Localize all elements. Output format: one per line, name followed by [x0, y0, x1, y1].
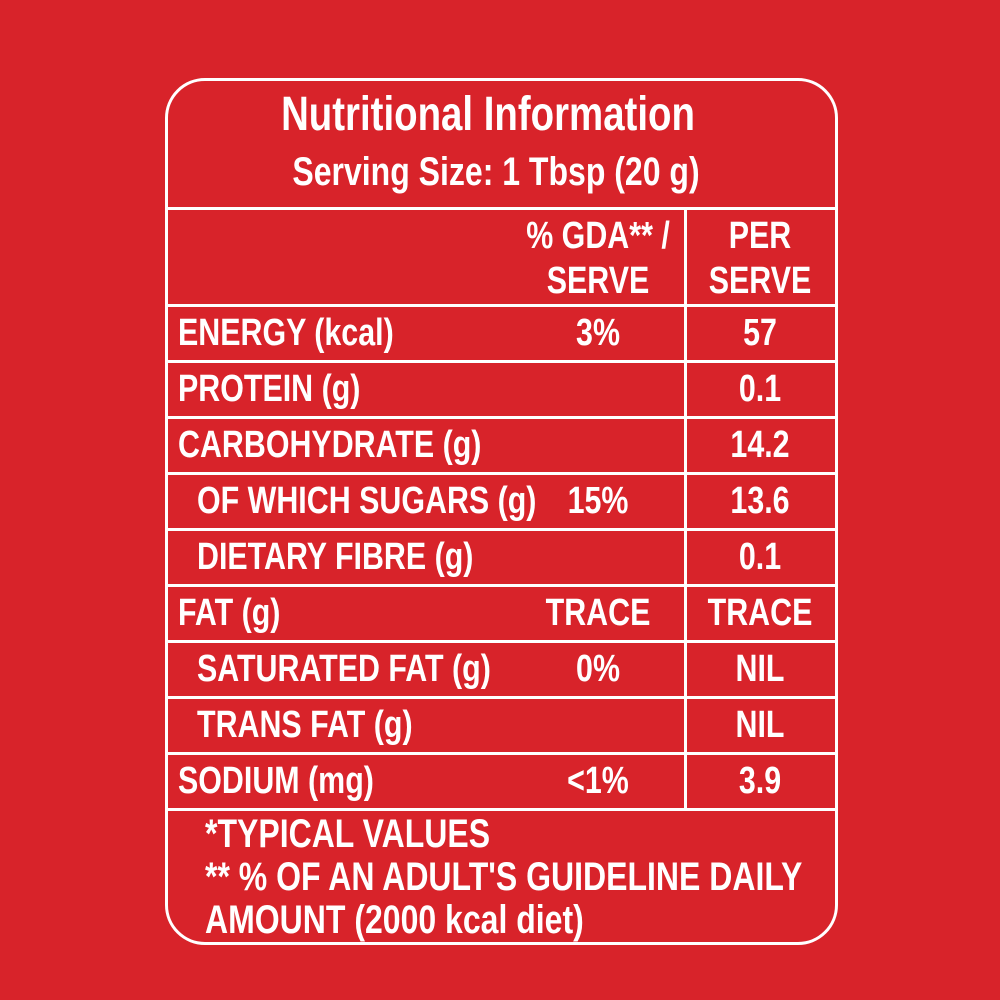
gda-value: 3%	[576, 312, 620, 355]
row-divider	[166, 696, 836, 699]
row-divider	[166, 528, 836, 531]
row-divider	[166, 304, 836, 307]
title: Nutritional Information	[281, 88, 695, 142]
footnote: *TYPICAL VALUES	[205, 812, 491, 856]
per-serve-value: 13.6	[730, 480, 790, 523]
nutrient-name: ENERGY (kcal)	[178, 312, 394, 355]
nutrient-name: SODIUM (mg)	[178, 760, 374, 803]
gda-value: <1%	[567, 760, 629, 803]
footnote: AMOUNT (2000 kcal diet)	[205, 898, 584, 942]
row-divider	[166, 472, 836, 475]
column-header: SERVE	[708, 260, 812, 303]
nutrient-name: SATURATED FAT (g)	[197, 648, 491, 691]
row-divider	[166, 752, 836, 755]
per-serve-value: 3.9	[738, 760, 782, 803]
row-divider	[166, 808, 836, 811]
nutrient-name: FAT (g)	[178, 592, 281, 635]
nutrient-name: CARBOHYDRATE (g)	[178, 424, 482, 467]
column-header: PER	[728, 215, 792, 258]
gda-value: 0%	[576, 648, 620, 691]
column-header: % GDA** /	[526, 215, 670, 258]
footnote: ** % OF AN ADULT'S GUIDELINE DAILY	[205, 855, 803, 899]
nutrient-name: TRANS FAT (g)	[197, 704, 413, 747]
per-serve-value: 14.2	[730, 424, 790, 467]
per-serve-value: TRACE	[707, 592, 813, 635]
gda-value: 15%	[567, 480, 629, 523]
serving-size: Serving Size: 1 Tbsp (20 g)	[292, 150, 700, 194]
nutrient-name: OF WHICH SUGARS (g)	[197, 480, 537, 523]
gda-value: TRACE	[545, 592, 651, 635]
per-serve-value: NIL	[735, 648, 785, 691]
row-divider	[166, 360, 836, 363]
per-serve-value: 0.1	[738, 536, 782, 579]
per-serve-value: 57	[743, 312, 777, 355]
row-divider	[166, 640, 836, 643]
per-serve-value: NIL	[735, 704, 785, 747]
divider	[166, 207, 836, 210]
column-divider	[684, 208, 687, 808]
nutrient-name: DIETARY FIBRE (g)	[197, 536, 474, 579]
label-frame	[165, 78, 838, 945]
per-serve-value: 0.1	[738, 368, 782, 411]
row-divider	[166, 416, 836, 419]
row-divider	[166, 584, 836, 587]
column-header: SERVE	[546, 260, 650, 303]
nutrient-name: PROTEIN (g)	[178, 368, 361, 411]
